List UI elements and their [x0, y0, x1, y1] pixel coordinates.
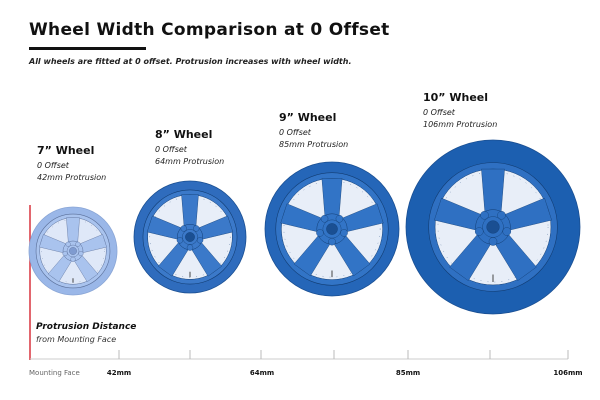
lug-nut [316, 229, 324, 237]
wheel-label-7: 7” Wheel 0 Offset 42mm Protrusion [37, 144, 106, 184]
tick-label-106: 106mm [553, 369, 583, 377]
lug-nut [180, 225, 187, 232]
lug-nut [480, 211, 489, 220]
tick-label-42: 42mm [106, 369, 132, 377]
title-underline [29, 47, 146, 50]
lug-nut [186, 244, 194, 251]
page-title: Wheel Width Comparison at 0 Offset [29, 20, 390, 40]
wheel-protrusion: 42mm Protrusion [37, 173, 107, 182]
lug-nut [176, 237, 184, 244]
hub-ring [66, 244, 80, 258]
wheel-64 [133, 180, 247, 294]
lug-nut [65, 241, 71, 247]
page-subtitle: All wheels are fitted at 0 offset. Protr… [29, 57, 352, 66]
rim-bolts [437, 171, 549, 283]
wheel-label-8: 8” Wheel 0 Offset 64mm Protrusion [155, 128, 224, 168]
wheel-offset: 0 Offset [37, 161, 69, 170]
lug-nut [340, 229, 348, 237]
wheel-85 [264, 161, 400, 297]
lug-nut [196, 237, 204, 244]
lug-nut [335, 215, 344, 223]
hub-ring [182, 229, 198, 245]
hub-ring [322, 219, 342, 239]
lug-nut [70, 256, 76, 262]
wheel-protrusion: 64mm Protrusion [155, 157, 225, 166]
wheel-protrusion: 106mm Protrusion [423, 120, 498, 129]
axis-subtitle: from Mounting Face [36, 335, 117, 344]
lug-nut [497, 211, 506, 220]
axis-title: Protrusion Distance [36, 322, 137, 332]
mounting-face-label: Mounting Face [29, 369, 80, 377]
center-bore [69, 247, 77, 255]
tick-label-85: 85mm [395, 369, 421, 377]
lug-nut [78, 251, 84, 257]
center-bore [326, 223, 338, 235]
wheel-name: 9” Wheel [279, 111, 337, 124]
wheel-42 [28, 206, 118, 296]
wheel-label-9: 9” Wheel 0 Offset 85mm Protrusion [279, 111, 348, 151]
wheel-label-10: 10” Wheel 0 Offset 106mm Protrusion [423, 91, 497, 131]
center-bore [486, 220, 500, 234]
wheel-name: 7” Wheel [37, 144, 95, 157]
center-bore [185, 232, 195, 242]
lug-nut [474, 227, 484, 236]
wheel-106 [405, 139, 581, 315]
protrusion-axis-title: Protrusion Distance from Mounting Face [36, 322, 136, 344]
wheel-name: 8” Wheel [155, 128, 213, 141]
wheel-offset: 0 Offset [423, 108, 455, 117]
hub-ring [482, 216, 504, 238]
wheel-offset: 0 Offset [279, 128, 311, 137]
lug-nut [75, 241, 81, 247]
rim-bolts [283, 180, 381, 278]
wheel-offset: 0 Offset [155, 145, 187, 154]
lug-nut [488, 237, 498, 246]
tick-label-64: 64mm [249, 369, 275, 377]
wheel-name: 10” Wheel [423, 91, 489, 104]
lug-nut [320, 215, 329, 223]
lug-nut [502, 227, 512, 236]
lug-nut [62, 251, 68, 257]
wheel-protrusion: 85mm Protrusion [279, 140, 349, 149]
lug-nut [328, 237, 336, 246]
lug-nut [193, 225, 200, 232]
